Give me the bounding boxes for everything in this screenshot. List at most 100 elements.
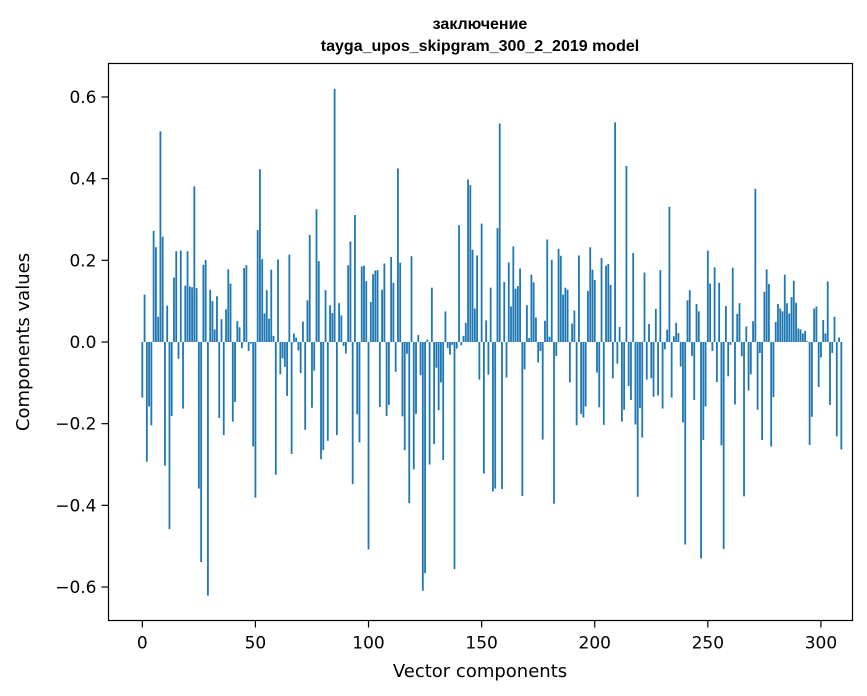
bar bbox=[688, 290, 691, 342]
bar bbox=[245, 265, 248, 342]
x-axis-ticks: 0 50 100 150 200 250 300 bbox=[137, 620, 837, 654]
bar bbox=[704, 342, 707, 407]
bar bbox=[840, 342, 843, 450]
bar bbox=[627, 342, 630, 387]
bar bbox=[229, 283, 232, 342]
bar bbox=[408, 342, 411, 504]
bar bbox=[738, 303, 741, 342]
bar bbox=[292, 333, 295, 342]
bar bbox=[582, 342, 585, 418]
bar bbox=[779, 308, 782, 342]
bar bbox=[329, 305, 331, 342]
bar bbox=[584, 342, 587, 407]
bar bbox=[166, 305, 169, 342]
bar bbox=[453, 342, 456, 570]
bar bbox=[553, 342, 555, 504]
bar bbox=[541, 342, 544, 440]
bar bbox=[535, 317, 537, 342]
bar bbox=[580, 342, 583, 414]
bar bbox=[372, 274, 374, 342]
bar bbox=[304, 342, 307, 430]
bar bbox=[564, 287, 567, 342]
bar bbox=[639, 342, 641, 409]
bar bbox=[482, 342, 485, 474]
bar bbox=[519, 268, 521, 342]
bar bbox=[539, 342, 542, 351]
bar bbox=[677, 333, 680, 342]
bar bbox=[424, 342, 426, 574]
bar bbox=[761, 342, 764, 441]
bar bbox=[695, 304, 698, 342]
bar bbox=[833, 316, 836, 342]
bar bbox=[297, 342, 300, 351]
bar bbox=[387, 342, 390, 405]
bar bbox=[503, 281, 506, 342]
x-tick-label: 150 bbox=[465, 634, 497, 654]
bar bbox=[550, 259, 553, 342]
bar-series bbox=[141, 88, 843, 596]
bar bbox=[810, 342, 813, 417]
bar bbox=[765, 269, 768, 342]
bar bbox=[265, 290, 268, 342]
bar bbox=[521, 342, 524, 496]
bar bbox=[498, 123, 501, 342]
bar bbox=[177, 342, 180, 359]
y-axis-ticks: −0.6 −0.4 −0.2 0.0 0.2 0.4 0.6 bbox=[55, 88, 109, 598]
x-tick-label: 200 bbox=[579, 634, 611, 654]
bar bbox=[397, 168, 399, 342]
bar bbox=[428, 342, 431, 465]
bar bbox=[758, 342, 761, 354]
bar bbox=[186, 251, 189, 342]
bar bbox=[302, 321, 304, 342]
bar bbox=[614, 122, 616, 342]
bar bbox=[272, 335, 275, 342]
bar bbox=[783, 274, 786, 342]
bar bbox=[670, 342, 673, 398]
y-tick-label: 0.2 bbox=[69, 251, 96, 271]
bar bbox=[374, 270, 377, 342]
bar bbox=[182, 342, 184, 409]
bar bbox=[568, 342, 571, 383]
bar bbox=[240, 342, 243, 349]
bar bbox=[700, 342, 702, 559]
bar bbox=[691, 342, 693, 356]
bar bbox=[494, 342, 497, 489]
bar bbox=[152, 230, 155, 342]
bar bbox=[412, 342, 415, 470]
bar bbox=[591, 269, 594, 342]
bar bbox=[824, 333, 827, 342]
bar bbox=[460, 342, 463, 346]
bar bbox=[467, 179, 469, 342]
bar bbox=[675, 322, 678, 342]
bar bbox=[797, 328, 800, 342]
bar bbox=[231, 342, 234, 422]
bar bbox=[618, 326, 621, 342]
bar bbox=[774, 321, 777, 342]
bar bbox=[184, 285, 187, 342]
x-tick-label: 300 bbox=[805, 634, 837, 654]
bar bbox=[249, 342, 252, 344]
bar bbox=[804, 330, 807, 342]
bar bbox=[308, 235, 311, 342]
bar bbox=[326, 342, 329, 441]
bar bbox=[835, 342, 838, 437]
bar bbox=[641, 342, 644, 438]
bar bbox=[650, 342, 653, 379]
bar bbox=[625, 166, 628, 342]
bar bbox=[734, 342, 736, 405]
bar bbox=[406, 342, 408, 354]
bar bbox=[693, 342, 696, 400]
bar bbox=[295, 337, 298, 342]
bar bbox=[342, 342, 345, 347]
bar bbox=[401, 342, 404, 417]
bar bbox=[745, 326, 748, 342]
bar bbox=[489, 287, 492, 342]
bar bbox=[777, 304, 779, 342]
bar bbox=[713, 267, 716, 342]
bar bbox=[164, 342, 166, 466]
bar bbox=[600, 257, 603, 342]
bar bbox=[261, 259, 264, 342]
bar bbox=[623, 342, 626, 410]
bar bbox=[781, 311, 784, 342]
bar bbox=[772, 342, 775, 398]
